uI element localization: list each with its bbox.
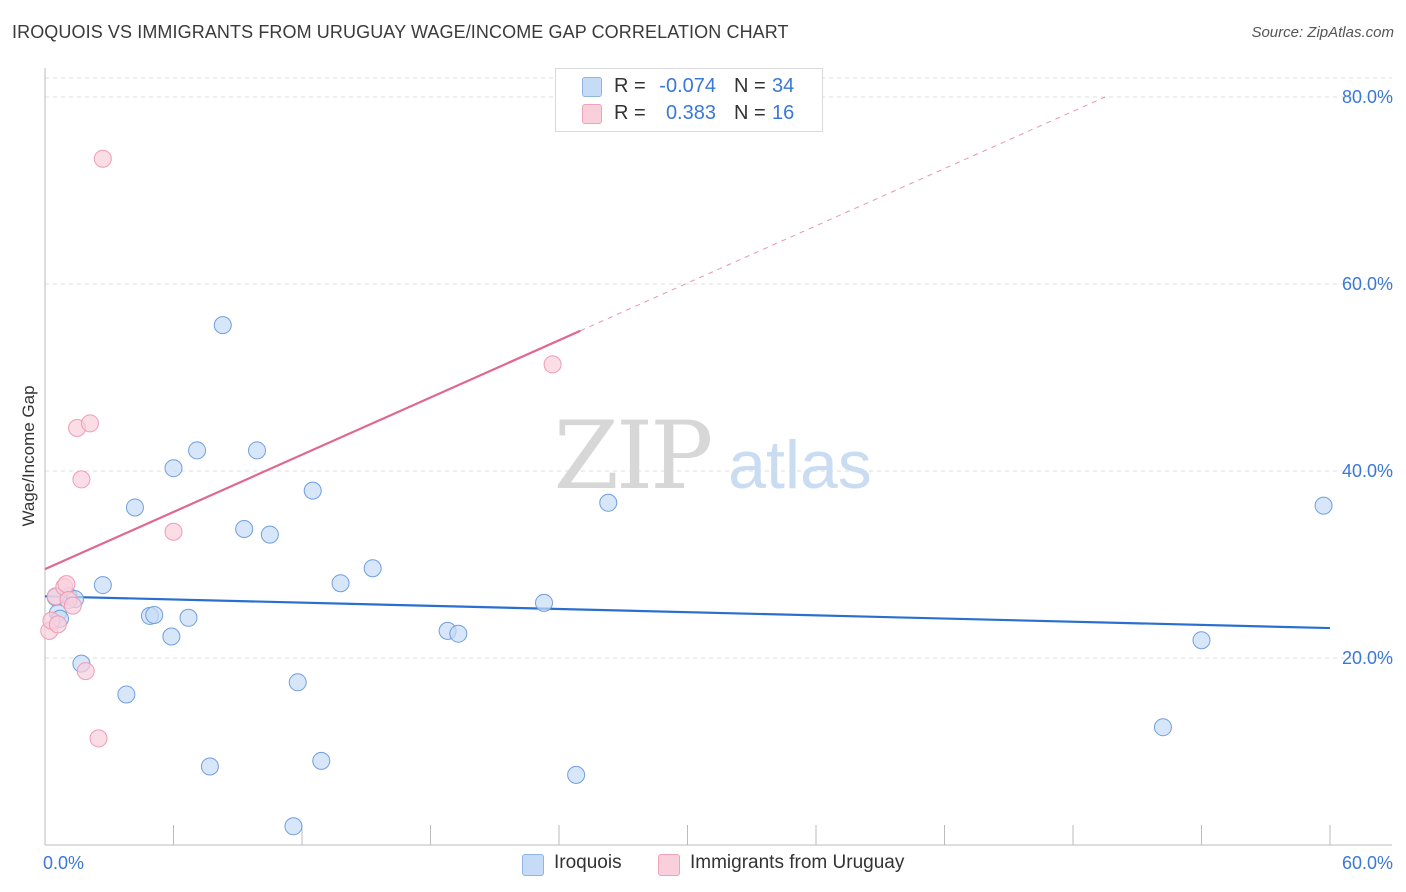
y-tick-label: 80.0% (1342, 87, 1393, 107)
iroquois-point (1192, 631, 1211, 650)
iroquois-point (312, 751, 331, 770)
watermark: ZIP atlas (554, 402, 872, 511)
uruguay-point (80, 414, 99, 433)
iroquois-point (363, 559, 382, 578)
iroquois-point (164, 459, 183, 478)
iroquois-point (284, 817, 303, 836)
legend-label-iroquois: Iroquois (554, 852, 622, 873)
uruguay-point (93, 149, 112, 168)
iroquois-point (235, 519, 254, 538)
iroquois-point (303, 481, 322, 500)
iroquois-point (117, 685, 136, 704)
y-tick-label: 60.0% (1342, 274, 1393, 294)
source-label: Source: ZipAtlas.com (1251, 24, 1394, 41)
iroquois-point (535, 593, 554, 612)
iroquois-point (567, 765, 586, 784)
iroquois-point (1314, 496, 1333, 515)
trend-lines (44, 96, 1331, 630)
legend-swatch-iroquois (522, 854, 544, 876)
legend-n-value: 34 (772, 75, 795, 97)
uruguay-point (72, 470, 91, 489)
trend-line-extension (580, 96, 1106, 332)
iroquois-point (1153, 718, 1172, 737)
trend-line-iroquois (44, 595, 1331, 630)
iroquois-point (599, 493, 618, 512)
iroquois-point (248, 441, 267, 460)
uruguay-point (543, 355, 562, 374)
iroquois-point (331, 574, 350, 593)
uruguay-point (76, 662, 95, 681)
iroquois-point (179, 608, 198, 627)
iroquois-point (145, 605, 164, 624)
legend-r-label: R = (614, 102, 646, 124)
iroquois-point (449, 624, 468, 643)
uruguay-point (63, 596, 82, 615)
gridlines (45, 77, 1392, 659)
uruguay-point (164, 522, 183, 541)
iroquois-point (188, 441, 207, 460)
legend-r-value: -0.074 (659, 75, 716, 97)
y-tick-label: 20.0% (1342, 648, 1393, 668)
iroquois-point (288, 673, 307, 692)
y-axis-label: Wage/Income Gap (19, 385, 38, 526)
legend-swatch-uruguay (582, 104, 602, 124)
legend-n-label: N = (734, 102, 766, 124)
legend-row-uruguay: R = 0.383 N = 16 (556, 100, 822, 128)
legend-r-label: R = (614, 75, 646, 97)
iroquois-point (200, 757, 219, 776)
legend-n-value: 16 (772, 102, 795, 124)
legend-label-uruguay: Immigrants from Uruguay (690, 852, 905, 873)
legend-swatch-iroquois (582, 77, 602, 97)
uruguay-point (89, 729, 108, 748)
uruguay-point (57, 575, 76, 594)
trend-line-uruguay (44, 329, 581, 571)
iroquois-point (125, 498, 144, 517)
iroquois-point (93, 576, 112, 595)
watermark-atlas: atlas (728, 427, 872, 503)
x-tick-label: 60.0% (1342, 853, 1393, 873)
iroquois-point (162, 627, 181, 646)
iroquois-point (260, 525, 279, 544)
y-tick-label: 40.0% (1342, 461, 1393, 481)
uruguay-point (48, 615, 67, 634)
data-points (40, 149, 1333, 836)
watermark-zip: ZIP (554, 402, 711, 511)
tick-labels: 20.0% 40.0% 60.0% 80.0% 0.0% 60.0% (43, 87, 1393, 873)
correlation-legend: R = -0.074 N = 34 R = 0.383 N = 16 (555, 68, 823, 132)
chart-title: IROQUOIS VS IMMIGRANTS FROM URUGUAY WAGE… (12, 22, 789, 42)
axes (44, 68, 1392, 846)
legend-n-label: N = (734, 75, 766, 97)
iroquois-point (213, 316, 232, 335)
x-tick-label: 0.0% (43, 853, 84, 873)
legend-swatch-uruguay (658, 854, 680, 876)
legend-r-value: 0.383 (665, 102, 716, 124)
legend-row-iroquois: R = -0.074 N = 34 (556, 73, 822, 101)
